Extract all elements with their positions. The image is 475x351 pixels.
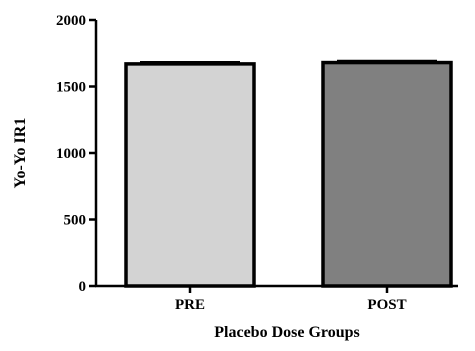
y-tick-label: 500 — [64, 213, 87, 229]
x-axis-title: Placebo Dose Groups — [214, 324, 359, 341]
bar-post — [321, 60, 453, 288]
y-axis: 0 500 1000 1500 2000 — [56, 13, 98, 295]
y-tick-label: 2000 — [56, 13, 86, 29]
y-tick-label: 1500 — [56, 80, 86, 96]
y-axis-title: Yo-Yo IR1 — [12, 118, 29, 189]
x-axis: PRE POST — [95, 284, 458, 313]
x-tick-label: POST — [367, 297, 406, 313]
bars — [124, 59, 453, 288]
x-tick-label: PRE — [175, 297, 205, 313]
bar-pre — [124, 62, 256, 288]
y-tick-label: 1000 — [56, 146, 86, 162]
y-tick-label: 0 — [79, 279, 87, 295]
